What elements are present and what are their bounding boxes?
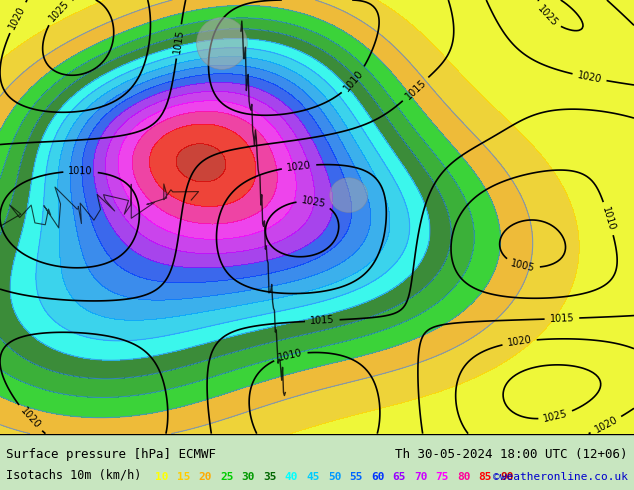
Text: 25: 25 <box>220 471 233 482</box>
Text: 1020: 1020 <box>576 70 602 85</box>
Text: 1025: 1025 <box>535 3 559 28</box>
Text: 60: 60 <box>371 471 384 482</box>
Text: 1005: 1005 <box>510 258 536 273</box>
Text: 85: 85 <box>479 471 492 482</box>
Text: 15: 15 <box>177 471 190 482</box>
Text: 10: 10 <box>155 471 169 482</box>
Text: 1015: 1015 <box>310 315 335 326</box>
Text: 1015: 1015 <box>403 77 428 101</box>
Ellipse shape <box>197 17 247 70</box>
Text: 90: 90 <box>500 471 514 482</box>
Text: 1025: 1025 <box>301 195 327 209</box>
Text: 1025: 1025 <box>542 409 569 424</box>
Text: 1015: 1015 <box>550 313 574 324</box>
Ellipse shape <box>330 178 368 213</box>
Text: Th 30-05-2024 18:00 UTC (12+06): Th 30-05-2024 18:00 UTC (12+06) <box>395 448 628 461</box>
Text: 30: 30 <box>242 471 255 482</box>
Text: 65: 65 <box>392 471 406 482</box>
Text: 45: 45 <box>306 471 320 482</box>
Text: 80: 80 <box>457 471 470 482</box>
Text: 1020: 1020 <box>593 415 619 435</box>
Text: 40: 40 <box>285 471 298 482</box>
Text: 1020: 1020 <box>507 335 533 348</box>
Text: 1020: 1020 <box>18 406 42 431</box>
Text: 35: 35 <box>263 471 276 482</box>
Text: 1015: 1015 <box>172 28 186 54</box>
Text: 55: 55 <box>349 471 363 482</box>
Text: Surface pressure [hPa] ECMWF: Surface pressure [hPa] ECMWF <box>6 448 216 461</box>
Text: 1020: 1020 <box>286 160 312 172</box>
Text: 20: 20 <box>198 471 212 482</box>
Text: 1010: 1010 <box>278 347 304 363</box>
Text: 1010: 1010 <box>600 205 617 232</box>
Text: 75: 75 <box>436 471 449 482</box>
Text: Isotachs 10m (km/h): Isotachs 10m (km/h) <box>6 468 156 482</box>
Text: 1020: 1020 <box>7 4 27 31</box>
Text: 1010: 1010 <box>342 68 366 93</box>
Text: 50: 50 <box>328 471 341 482</box>
Text: 1025: 1025 <box>47 0 71 24</box>
Text: 70: 70 <box>414 471 427 482</box>
Text: ©weatheronline.co.uk: ©weatheronline.co.uk <box>493 471 628 482</box>
Text: 1010: 1010 <box>68 166 93 176</box>
